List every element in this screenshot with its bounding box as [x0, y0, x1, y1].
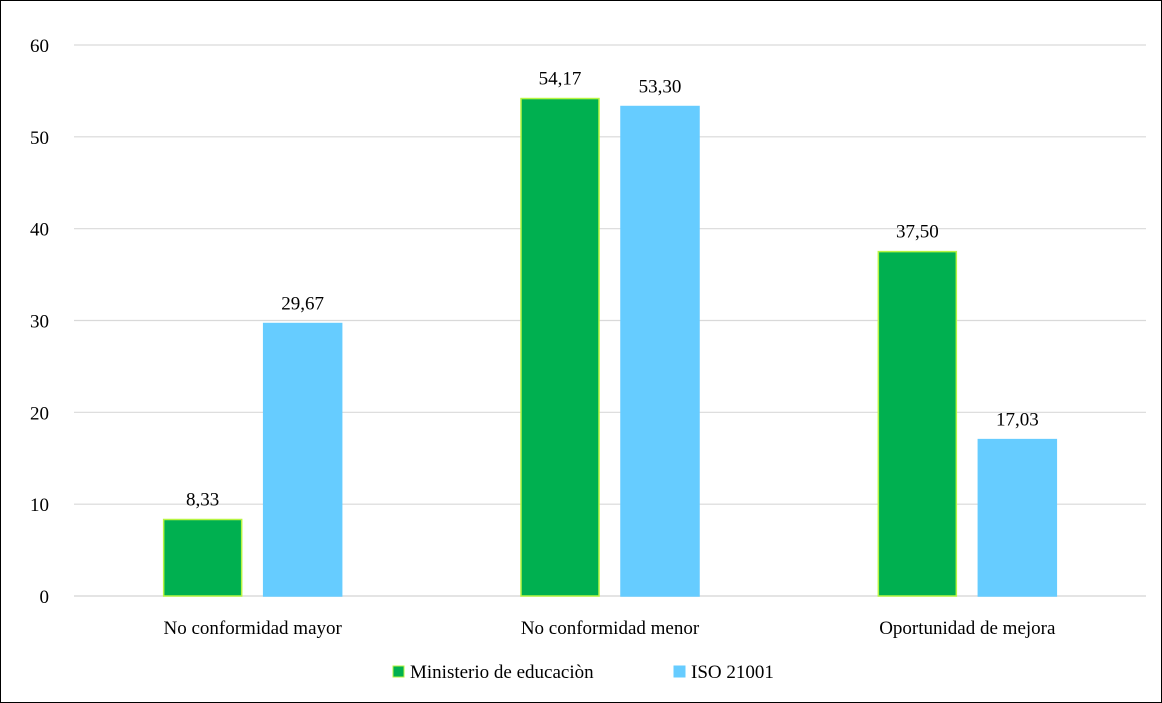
- bar-ministerio-2: [877, 250, 958, 597]
- category-label: Oportunidad de mejora: [879, 618, 1056, 639]
- y-tick-label: 10: [30, 495, 49, 516]
- y-tick-label: 30: [30, 312, 49, 333]
- data-label: 8,33: [186, 490, 219, 511]
- bars: [162, 97, 1058, 597]
- data-label: 37,50: [896, 222, 939, 243]
- data-label: 29,67: [281, 294, 324, 315]
- bar-iso-2: [977, 438, 1058, 597]
- legend-label-ministerio: Ministerio de educaciòn: [410, 662, 594, 683]
- y-tick-label: 20: [30, 403, 49, 424]
- bar-ministerio-1: [520, 97, 600, 597]
- bar-iso-1: [620, 105, 700, 597]
- legend-swatch-ministerio: [392, 665, 405, 678]
- data-label: 54,17: [539, 69, 582, 90]
- x-axis-categories: No conformidad mayor No conformidad menor…: [163, 618, 1056, 639]
- gridlines: [74, 44, 1146, 597]
- legend-label-iso: ISO 21001: [691, 662, 774, 683]
- y-tick-label: 40: [30, 220, 49, 241]
- data-label: 17,03: [996, 410, 1039, 431]
- legend-swatch-iso: [673, 665, 686, 678]
- legend: Ministerio de educaciòn ISO 21001: [392, 662, 774, 683]
- data-label: 53,30: [639, 77, 682, 98]
- y-tick-label: 60: [30, 36, 49, 57]
- data-labels: 8,33 29,67 54,17 53,30 37,50 17,03: [186, 69, 1039, 511]
- y-axis-ticks: 0 10 20 30 40 50 60: [30, 36, 49, 608]
- category-label: No conformidad mayor: [163, 618, 342, 639]
- bar-iso-0: [262, 322, 343, 597]
- category-label: No conformidad menor: [521, 618, 700, 639]
- y-tick-label: 50: [30, 128, 49, 149]
- y-tick-label: 0: [40, 587, 50, 608]
- bar-ministerio-0: [162, 518, 243, 597]
